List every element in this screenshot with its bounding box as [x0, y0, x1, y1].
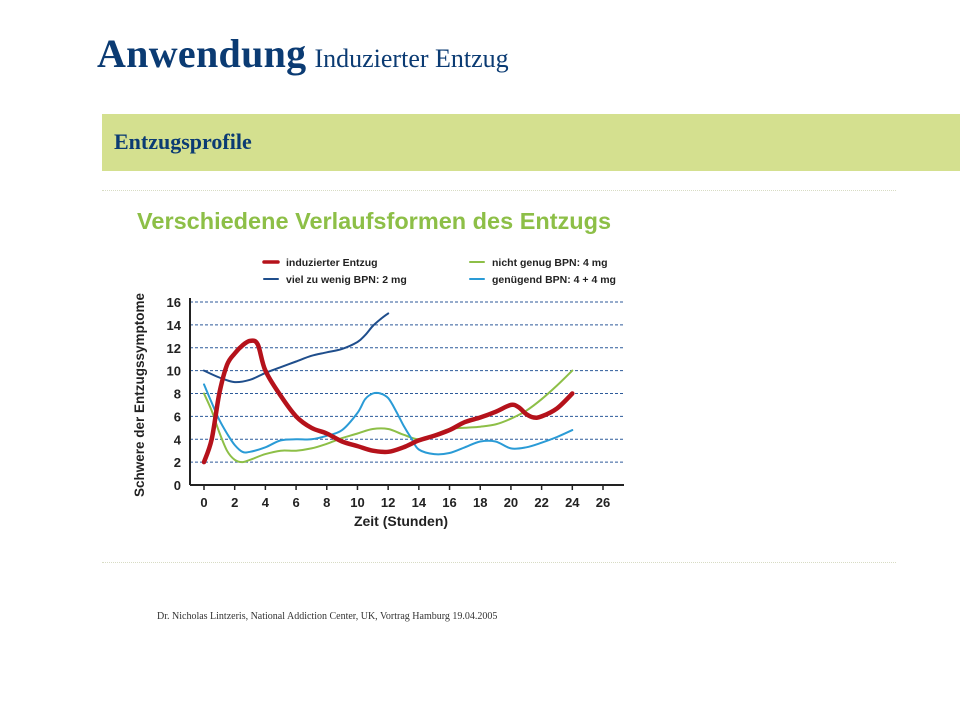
x-tick-label: 22	[534, 495, 548, 510]
divider-top	[102, 190, 896, 191]
y-tick-label: 6	[174, 409, 181, 424]
chart-title: Verschiedene Verlaufsformen des Entzugs	[137, 208, 611, 234]
legend-label: nicht genug BPN: 4 mg	[492, 257, 608, 269]
y-tick-label: 4	[174, 432, 182, 447]
legend-label: viel zu wenig BPN: 2 mg	[286, 274, 407, 286]
x-tick-label: 10	[350, 495, 364, 510]
x-tick-label: 26	[596, 495, 610, 510]
source-note: Dr. Nicholas Lintzeris, National Addicti…	[157, 611, 498, 622]
y-tick-label: 16	[167, 295, 181, 310]
slide-header: Anwendung Induzierter Entzug	[97, 30, 509, 77]
y-tick-label: 2	[174, 455, 181, 470]
legend-label: induzierter Entzug	[286, 257, 378, 269]
y-axis-label: Schwere der Entzugssymptome	[132, 292, 147, 497]
chart-series-lines	[201, 312, 575, 465]
series-line-4plus4mg	[203, 383, 574, 456]
y-tick-label: 8	[174, 387, 181, 402]
chart-gridlines	[190, 301, 624, 463]
x-tick-label: 12	[381, 495, 395, 510]
x-tick-label: 8	[323, 495, 330, 510]
x-tick-label: 20	[504, 495, 518, 510]
section-band: Entzugsprofile	[102, 114, 960, 171]
y-tick-label: 0	[174, 478, 181, 493]
series-line-2mg	[203, 312, 390, 384]
x-tick-label: 2	[231, 495, 238, 510]
chart-legend: induzierter Entzug viel zu wenig BPN: 2 m…	[262, 257, 616, 286]
legend-label: genügend BPN: 4 + 4 mg	[492, 274, 616, 286]
x-tick-label: 0	[200, 495, 207, 510]
x-axis-label: Zeit (Stunden)	[354, 513, 448, 529]
slide-title: Anwendung	[97, 31, 307, 76]
series-line-4mg	[203, 369, 574, 464]
x-tick-label: 18	[473, 495, 487, 510]
section-title: Entzugsprofile	[114, 129, 252, 154]
y-tick-label: 14	[167, 318, 182, 333]
x-tick-label: 6	[292, 495, 299, 510]
x-tick-label: 14	[412, 495, 427, 510]
y-tick-label: 10	[167, 364, 181, 379]
divider-bottom	[102, 562, 896, 563]
series-line-induced	[201, 338, 575, 465]
x-tick-label: 16	[442, 495, 456, 510]
y-tick-label: 12	[167, 341, 181, 356]
x-tick-label: 24	[565, 495, 580, 510]
slide-subtitle: Induzierter Entzug	[314, 44, 509, 73]
x-tick-label: 4	[262, 495, 270, 510]
